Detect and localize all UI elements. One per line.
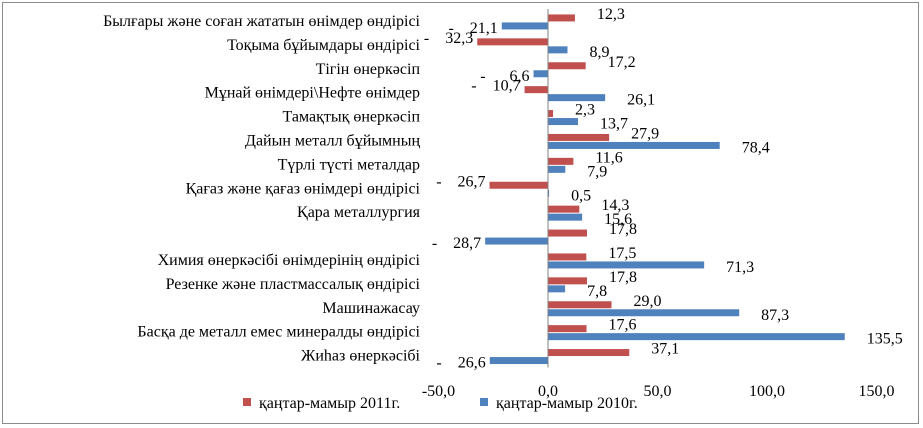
negative-sign: -: [436, 355, 441, 372]
value-label-2010: 87,3: [761, 307, 789, 324]
bar-2010: [548, 94, 606, 102]
value-label-2011: 37,1: [651, 341, 679, 358]
bar-2011: [524, 86, 548, 94]
legend-swatch-2010: [480, 398, 488, 406]
value-label-2011: 17,2: [608, 54, 636, 71]
bar-2010: [485, 237, 548, 245]
bar-2011: [548, 301, 612, 309]
category-label: Мұнай өнімдері\Нефте өнімдер: [205, 85, 420, 102]
tick-labels-group: -50,0 0,0 50,0 100,0 150,0: [422, 383, 895, 400]
bar-2011: [548, 14, 575, 22]
value-label-2010: 71,3: [726, 259, 754, 276]
category-label: Қара металлургия: [297, 204, 421, 221]
bar-2011: [548, 205, 580, 213]
category-label: Химия өнеркәсібі өнімдерінің өндірісі: [158, 252, 421, 269]
legend-swatch-2011: [243, 398, 251, 406]
bar-2011: [489, 181, 548, 189]
value-label-2011: 27,9: [631, 125, 659, 142]
bar-2010: [548, 118, 579, 126]
bar-2011: [548, 110, 554, 118]
value-label-2010: 26,1: [627, 92, 655, 109]
value-label-2011: 10,7: [493, 78, 521, 95]
value-label-2011: 17,6: [609, 317, 637, 334]
category-label: Тігін өнеркәсіп: [316, 61, 421, 78]
legend: қаңтар-мамыр 2011г. қаңтар-мамыр 2010г.: [243, 395, 638, 412]
category-label: Машинажасау: [322, 300, 420, 317]
category-label: Дайын металл бұйымның: [245, 132, 420, 149]
value-label-2010: 78,4: [742, 139, 770, 156]
category-labels-group: Былғары және соған жататын өнімдер өндір…: [103, 13, 421, 365]
value-label-2010: 135,5: [867, 331, 903, 348]
category-label: Резенке және пластмассалық өндірісі: [166, 276, 421, 293]
value-labels-group: 12,321,1-32,3-8,917,26,6-10,7-26,12,313,…: [424, 6, 903, 372]
bar-2010: [548, 213, 583, 221]
negative-sign: -: [480, 68, 485, 85]
category-label: Басқа де металл емес минералды өндірісі: [137, 324, 420, 341]
value-label-2010: 15,6: [604, 211, 632, 228]
value-label-2011: 2,3: [575, 102, 595, 119]
bar-2010: [548, 309, 740, 317]
value-label-2011: 26,7: [458, 173, 486, 190]
value-label-2010: 8,9: [589, 44, 609, 61]
value-label-2011: 17,8: [609, 221, 637, 238]
legend-label-2010: қаңтар-мамыр 2010г.: [496, 395, 638, 412]
value-label-2011: 32,3: [445, 30, 473, 47]
negative-sign: -: [432, 235, 437, 252]
bar-2010: [548, 46, 568, 54]
category-label: Жиһаз өнеркәсібі: [301, 348, 421, 365]
value-label-2010: 6,6: [510, 68, 530, 85]
value-label-2011: 11,6: [595, 149, 622, 166]
bar-2011: [477, 38, 548, 46]
bar-2010: [548, 285, 566, 293]
value-label-2011: 17,5: [608, 245, 636, 262]
value-label-2010: 13,7: [600, 116, 628, 133]
bar-2011: [548, 325, 587, 333]
x-tick-label: -50,0: [422, 383, 455, 400]
bar-chart: Былғары және соған жататын өнімдер өндір…: [103, 6, 903, 412]
value-label-2010: 0,5: [571, 187, 591, 204]
bar-2011: [548, 133, 610, 141]
x-tick-label: 50,0: [644, 383, 672, 400]
value-label-2011: 12,3: [597, 6, 625, 23]
value-label-2010: 28,7: [453, 235, 481, 252]
negative-sign: -: [436, 173, 441, 190]
negative-sign: -: [471, 78, 476, 95]
value-label-2011: 14,3: [601, 197, 629, 214]
negative-sign: -: [448, 20, 453, 37]
bar-2010: [548, 333, 845, 341]
x-tick-label: 150,0: [859, 383, 895, 400]
bar-2011: [548, 62, 586, 70]
bar-2010: [548, 261, 705, 269]
bar-2011: [548, 253, 587, 261]
value-label-2010: 21,1: [470, 20, 498, 37]
category-label: Тоқыма бұйымдары өндірісі: [227, 37, 420, 54]
value-label-2010: 7,9: [587, 163, 607, 180]
value-label-2011: 17,8: [609, 269, 637, 286]
bar-2010: [548, 189, 550, 197]
category-label: Қағаз және қағаз өнімдері өндірісі: [186, 180, 421, 197]
bar-2010: [501, 22, 548, 30]
category-label: Тамақтық өнеркәсіп: [282, 109, 420, 126]
bar-2010: [533, 70, 548, 78]
bars-group: [477, 14, 845, 365]
bar-2011: [548, 349, 630, 357]
x-tick-label: 0,0: [538, 383, 558, 400]
bar-2010: [548, 141, 720, 149]
negative-sign: -: [424, 30, 429, 47]
category-label: Түрлі түсті металдар: [278, 156, 420, 173]
bar-2010: [548, 165, 566, 173]
category-label: Былғары және соған жататын өнімдер өндір…: [103, 13, 420, 30]
value-label-2011: 29,0: [634, 293, 662, 310]
x-tick-label: 100,0: [749, 383, 785, 400]
value-label-2010: 26,6: [458, 355, 486, 372]
value-label-2010: 7,8: [587, 283, 607, 300]
chart-frame: Былғары және соған жататын өнімдер өндір…: [2, 2, 919, 424]
legend-label-2011: қаңтар-мамыр 2011г.: [259, 395, 400, 412]
bar-2010: [489, 357, 548, 365]
bar-2011: [548, 277, 587, 285]
bar-2011: [548, 157, 574, 165]
bar-2011: [548, 229, 587, 237]
